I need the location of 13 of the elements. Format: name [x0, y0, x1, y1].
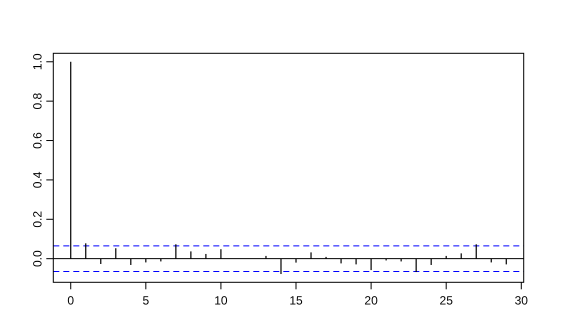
x-tick-label: 25	[440, 293, 454, 308]
y-tick-label: 0.6	[30, 132, 44, 149]
y-tick-label: 0.2	[30, 210, 44, 228]
x-tick-label: 15	[289, 293, 304, 308]
x-tick-label: 30	[514, 293, 528, 308]
y-tick-label: 0.0	[30, 250, 44, 268]
x-tick-label: 0	[67, 293, 74, 308]
y-tick-label: 0.8	[30, 92, 44, 110]
x-tick-label: 20	[364, 293, 378, 308]
y-tick-label: 1.0	[30, 53, 44, 70]
y-tick-label: 0.4	[30, 171, 44, 188]
x-tick-label: 5	[142, 293, 150, 308]
x-tick-label: 10	[214, 293, 228, 308]
